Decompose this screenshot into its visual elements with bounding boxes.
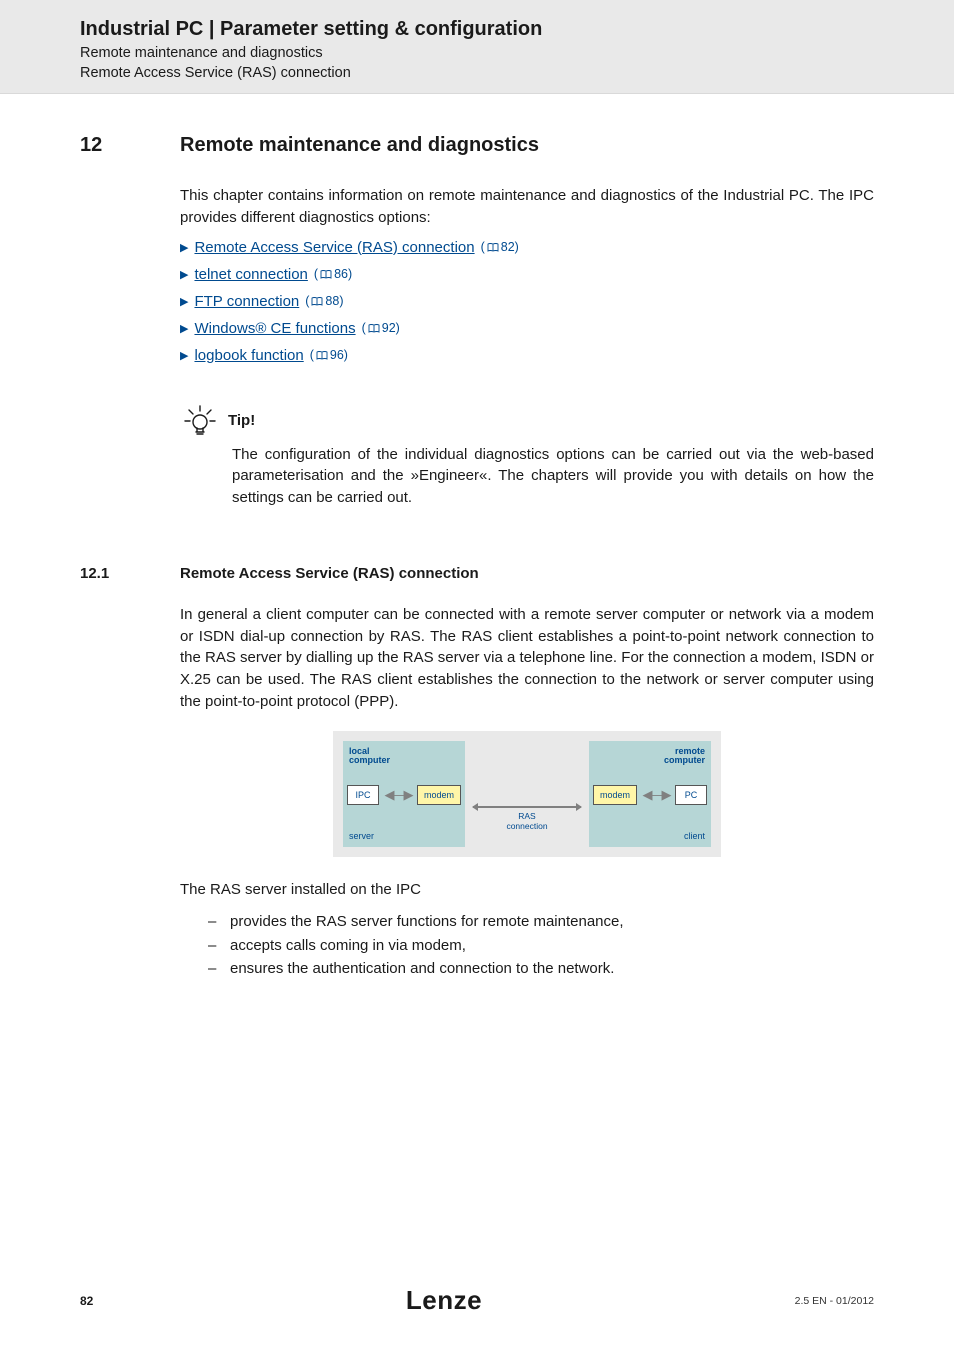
diagram-box-pc: PC (675, 785, 707, 805)
dash-list: –provides the RAS server functions for r… (208, 910, 874, 980)
book-icon (311, 297, 323, 306)
diagram-box-modem-left: modem (417, 785, 461, 805)
page-header: Industrial PC | Parameter setting & conf… (0, 0, 954, 93)
page-ref[interactable]: ( 82) (481, 240, 519, 254)
triangle-icon: ▶ (180, 241, 188, 254)
content-area: 12 Remote maintenance and diagnostics Th… (0, 94, 954, 980)
diagram-left-boxes: IPC ◀—▶ modem (343, 785, 465, 805)
page: Industrial PC | Parameter setting & conf… (0, 0, 954, 1350)
link-ras[interactable]: Remote Access Service (RAS) connection (194, 239, 474, 256)
dash-bullet: – (208, 957, 230, 980)
book-icon (487, 243, 499, 252)
section-para: In general a client computer can be conn… (180, 604, 874, 713)
book-icon (316, 351, 328, 360)
list-item: –accepts calls coming in via modem, (208, 934, 874, 957)
triangle-icon: ▶ (180, 268, 188, 281)
diagram-box-ipc: IPC (347, 785, 379, 805)
link-ftp[interactable]: FTP connection (194, 293, 299, 310)
list-item-text: provides the RAS server functions for re… (230, 910, 624, 933)
triangle-icon: ▶ (180, 322, 188, 335)
page-header-sub2: Remote Access Service (RAS) connection (80, 65, 954, 81)
diagram-label-server: server (349, 831, 374, 841)
chapter-number: 12 (80, 134, 180, 157)
dash-bullet: – (208, 910, 230, 933)
link-logbook[interactable]: logbook function (194, 347, 303, 364)
diagram-box-modem-right: modem (593, 785, 637, 805)
diagram-label-remote: remote computer (664, 747, 705, 767)
link-list: ▶ Remote Access Service (RAS) connection… (180, 239, 874, 364)
diagram-mid: RAS connection (473, 741, 581, 847)
dash-bullet: – (208, 934, 230, 957)
page-header-sub1: Remote maintenance and diagnostics (80, 45, 954, 61)
page-footer: 82 Lenze 2.5 EN - 01/2012 (0, 1285, 954, 1316)
double-arrow-icon: ◀—▶ (643, 787, 670, 803)
list-item: ▶ logbook function ( 96) (180, 347, 874, 364)
page-header-title: Industrial PC | Parameter setting & conf… (80, 18, 954, 41)
list-item: ▶ Windows® CE functions ( 92) (180, 320, 874, 337)
diagram-left-panel: local computer IPC ◀—▶ modem server (343, 741, 465, 847)
diagram-label-local: local computer (349, 747, 459, 767)
lenze-logo: Lenze (406, 1285, 482, 1316)
triangle-icon: ▶ (180, 349, 188, 362)
lightbulb-icon (180, 404, 220, 438)
list-item: ▶ Remote Access Service (RAS) connection… (180, 239, 874, 256)
tip-header: Tip! (180, 404, 874, 438)
link-windows-ce[interactable]: Windows® CE functions (194, 320, 355, 337)
double-arrow-icon: ◀—▶ (384, 787, 411, 803)
tip-block: Tip! The configuration of the individual… (180, 404, 874, 509)
list-item: –ensures the authentication and connecti… (208, 957, 874, 980)
book-icon (368, 324, 380, 333)
footer-page-number: 82 (80, 1294, 93, 1308)
section-number: 12.1 (80, 565, 180, 582)
diagram-frame: local computer IPC ◀—▶ modem server RAS … (333, 731, 721, 857)
diagram-label-ras: RAS connection (506, 812, 547, 831)
list-item: ▶ FTP connection ( 88) (180, 293, 874, 310)
list-item-text: accepts calls coming in via modem, (230, 934, 466, 957)
section-heading: 12.1 Remote Access Service (RAS) connect… (80, 565, 874, 582)
chapter-heading: 12 Remote maintenance and diagnostics (80, 134, 874, 157)
chapter-title: Remote maintenance and diagnostics (180, 134, 539, 157)
tip-label: Tip! (228, 412, 255, 429)
ras-diagram: local computer IPC ◀—▶ modem server RAS … (180, 731, 874, 857)
after-diagram-lead: The RAS server installed on the IPC (180, 879, 874, 901)
triangle-icon: ▶ (180, 295, 188, 308)
page-ref[interactable]: ( 86) (314, 267, 352, 281)
list-item: –provides the RAS server functions for r… (208, 910, 874, 933)
diagram-label-client: client (684, 831, 705, 841)
list-item-text: ensures the authentication and connectio… (230, 957, 614, 980)
chapter-intro-text: This chapter contains information on rem… (180, 185, 874, 229)
page-ref[interactable]: ( 96) (310, 348, 348, 362)
diagram-right-boxes: modem ◀—▶ PC (589, 785, 711, 805)
section-body: In general a client computer can be conn… (180, 604, 874, 901)
page-ref[interactable]: ( 88) (305, 294, 343, 308)
tip-body: The configuration of the individual diag… (232, 444, 874, 509)
link-telnet[interactable]: telnet connection (194, 266, 307, 283)
diagram-right-panel: remote computer modem ◀—▶ PC client (589, 741, 711, 847)
double-arrow-icon (473, 806, 581, 808)
footer-version: 2.5 EN - 01/2012 (795, 1295, 874, 1307)
section-title: Remote Access Service (RAS) connection (180, 565, 479, 582)
page-ref[interactable]: ( 92) (362, 321, 400, 335)
book-icon (320, 270, 332, 279)
chapter-intro-block: This chapter contains information on rem… (180, 185, 874, 364)
list-item: ▶ telnet connection ( 86) (180, 266, 874, 283)
